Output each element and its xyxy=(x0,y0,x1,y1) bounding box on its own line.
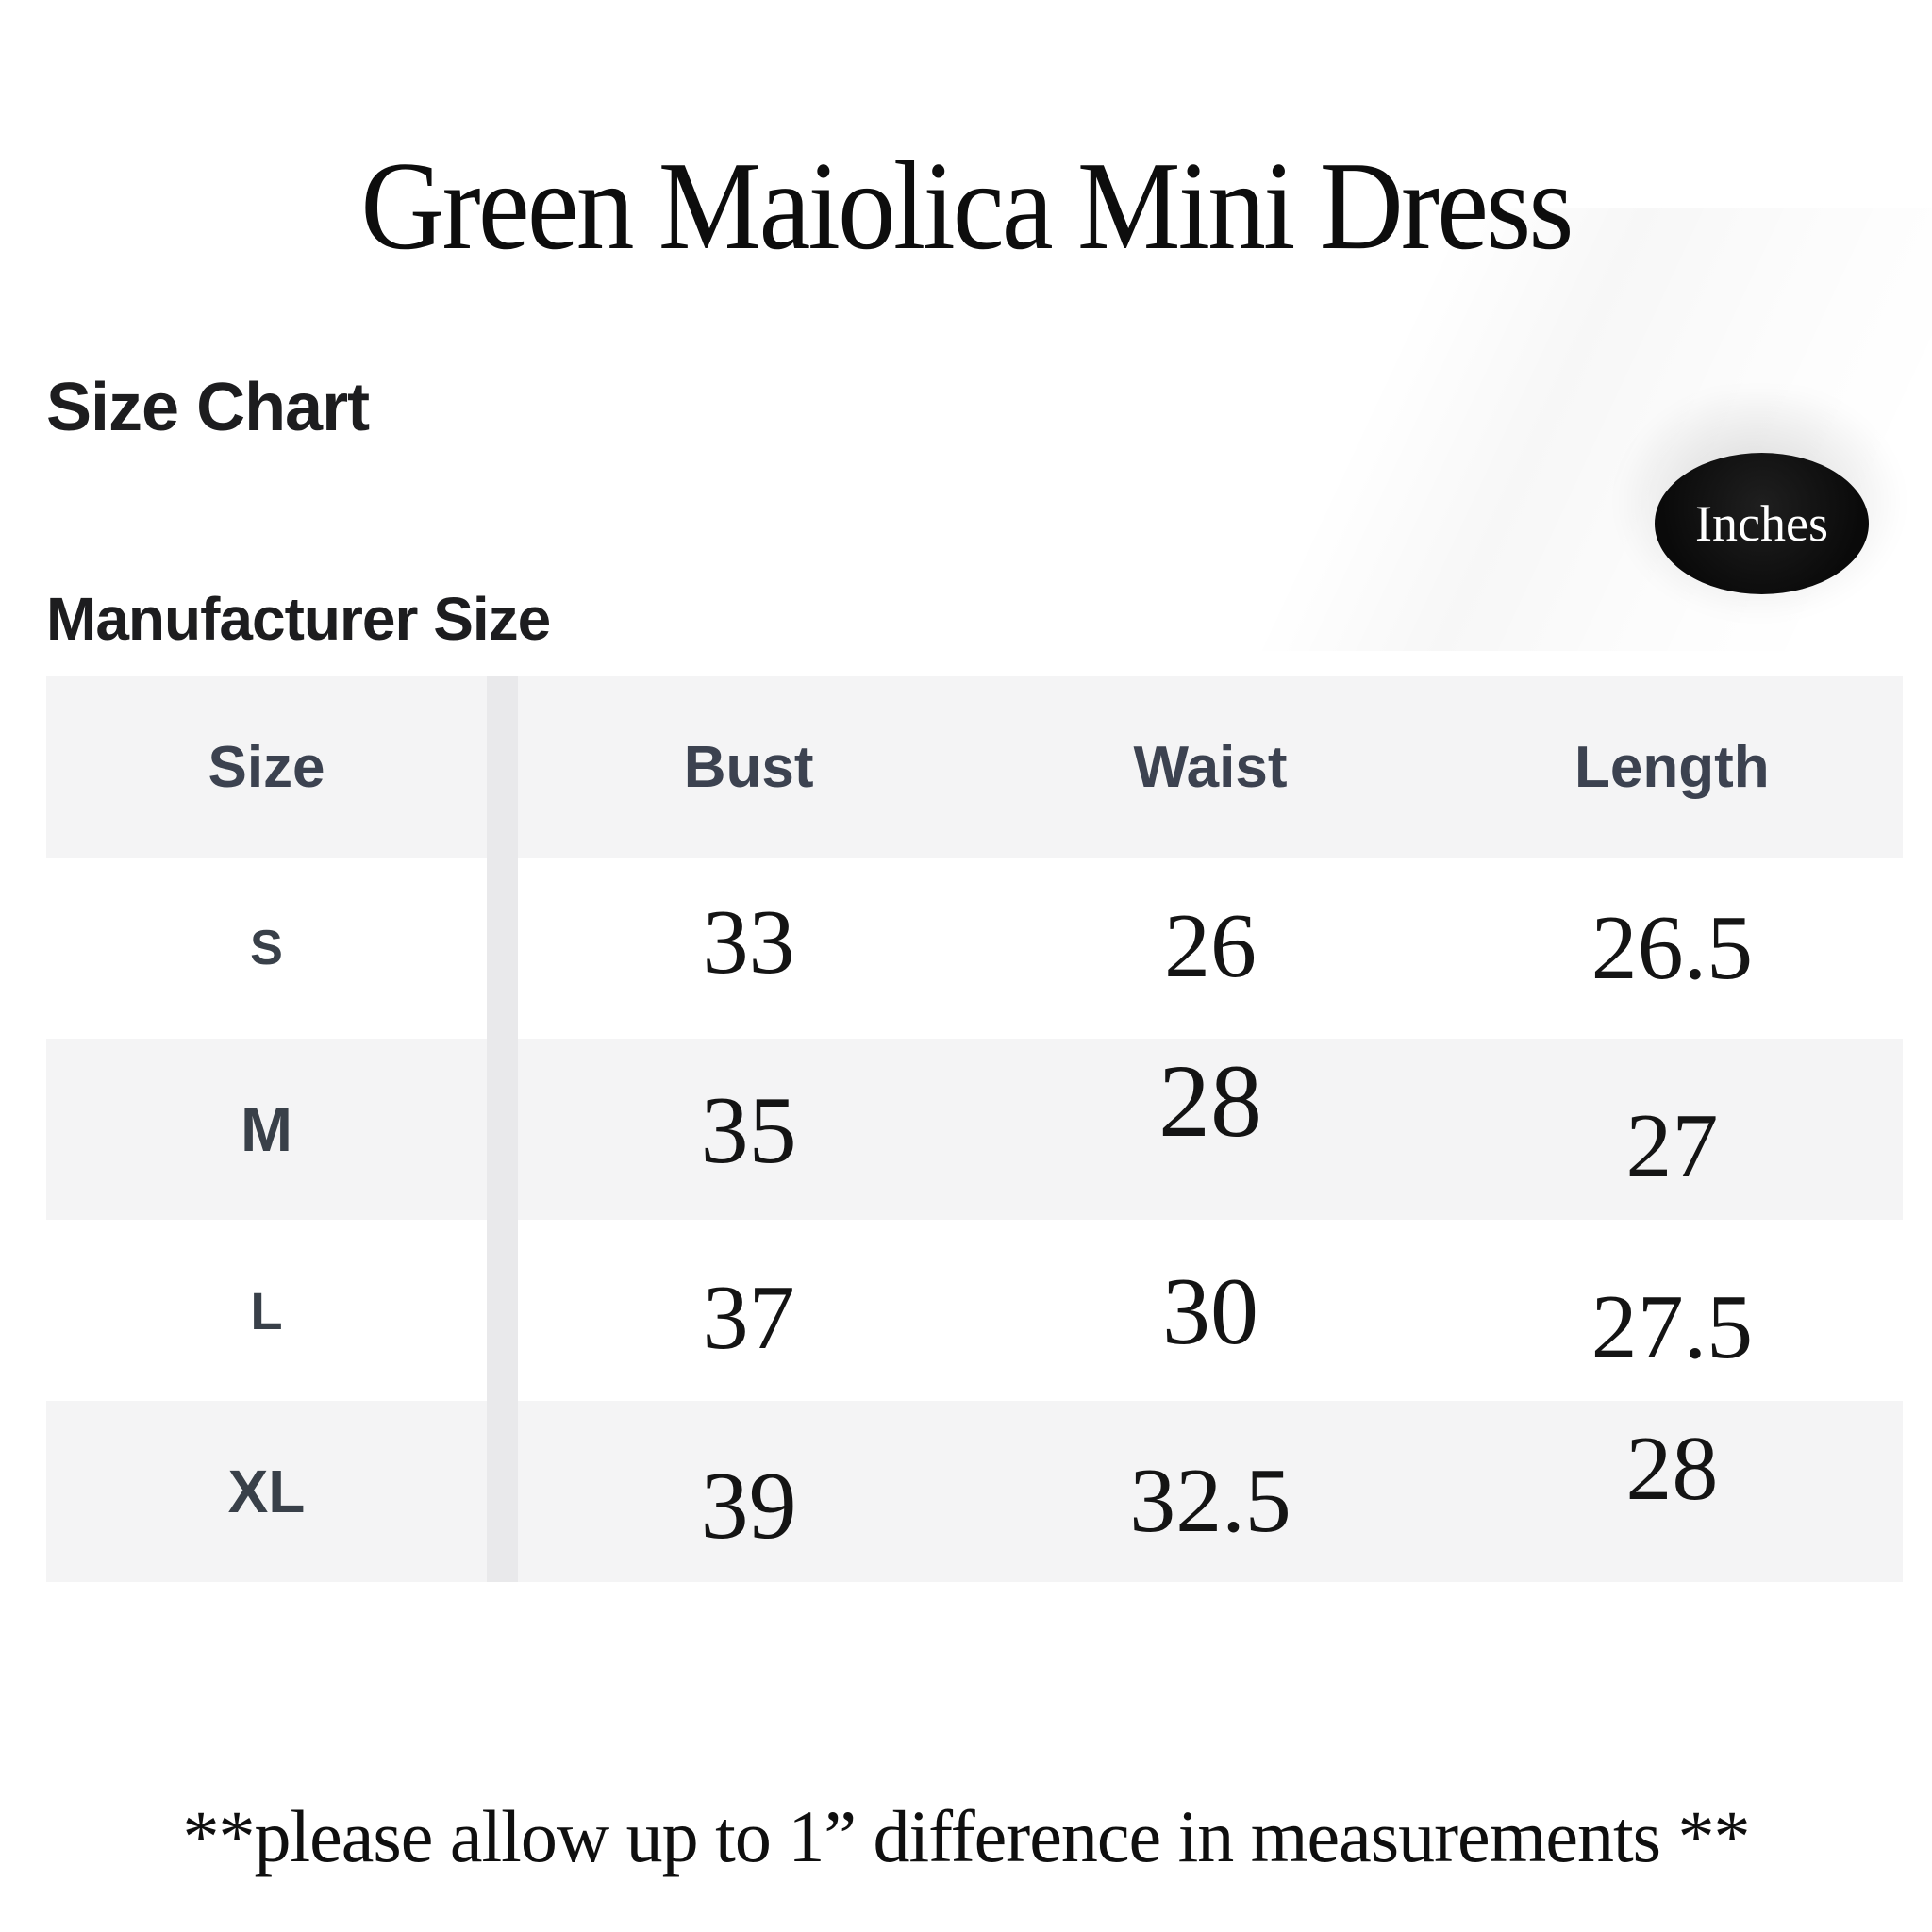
column-divider xyxy=(487,676,518,858)
units-toggle-button[interactable]: Inches xyxy=(1655,453,1869,594)
size-table: Size Bust Waist Length S xyxy=(46,676,1903,1583)
bust-value: 33 xyxy=(702,891,795,993)
length-value: 26.5 xyxy=(1591,897,1754,999)
waist-value: 28 xyxy=(1158,1043,1262,1158)
size-value: XL xyxy=(227,1457,306,1525)
header-cell-waist: Waist xyxy=(979,676,1441,858)
size-value: L xyxy=(250,1280,283,1341)
bust-value: 35 xyxy=(700,1077,797,1184)
length-cell: 27.5 xyxy=(1441,1220,1903,1401)
header-cell-bust: Bust xyxy=(518,676,979,858)
waist-value: 32.5 xyxy=(1129,1450,1291,1552)
column-divider xyxy=(487,1220,518,1401)
table-row-l: L 37 30 27.5 xyxy=(46,1220,1903,1401)
header-cell-size: Size xyxy=(46,676,487,858)
size-cell: XL xyxy=(46,1401,487,1582)
column-header: Waist xyxy=(1133,734,1288,800)
manufacturer-size-label: Manufacturer Size xyxy=(46,585,551,653)
table-row-xl: XL 39 32.5 28 xyxy=(46,1401,1903,1582)
size-cell: S xyxy=(46,858,487,1039)
waist-value: 26 xyxy=(1163,895,1257,997)
waist-value: 30 xyxy=(1161,1258,1258,1365)
column-divider xyxy=(487,1039,518,1220)
product-title: Green Maiolica Mini Dress xyxy=(360,135,1574,275)
table-row-m: M 35 28 27 xyxy=(46,1039,1903,1220)
measurement-disclaimer: **please allow up to 1” difference in me… xyxy=(182,1795,1751,1877)
waist-cell: 32.5 xyxy=(979,1401,1441,1582)
size-cell: L xyxy=(46,1220,487,1401)
bust-cell: 39 xyxy=(518,1401,979,1582)
bust-cell: 35 xyxy=(518,1039,979,1220)
size-chart-heading: Size Chart xyxy=(46,369,370,445)
bust-value: 39 xyxy=(700,1453,797,1559)
column-header: Size xyxy=(208,734,325,800)
waist-cell: 28 xyxy=(979,1039,1441,1220)
bust-cell: 37 xyxy=(518,1220,979,1401)
column-header: Bust xyxy=(683,734,814,800)
table-row-s: S 33 26 26.5 xyxy=(46,858,1903,1039)
length-cell: 28 xyxy=(1441,1401,1903,1582)
waist-cell: 30 xyxy=(979,1220,1441,1401)
length-value: 28 xyxy=(1625,1418,1719,1520)
length-value: 27.5 xyxy=(1591,1276,1754,1378)
header-cell-length: Length xyxy=(1441,676,1903,858)
waist-cell: 26 xyxy=(979,858,1441,1039)
units-toggle-label: Inches xyxy=(1695,495,1828,552)
size-value: M xyxy=(241,1094,292,1164)
length-cell: 27 xyxy=(1441,1039,1903,1220)
bust-value: 37 xyxy=(702,1267,795,1369)
size-cell: M xyxy=(46,1039,487,1220)
bust-cell: 33 xyxy=(518,858,979,1039)
column-header: Length xyxy=(1574,734,1770,800)
table-header-row: Size Bust Waist Length xyxy=(46,676,1903,858)
length-value: 27 xyxy=(1625,1095,1719,1197)
size-value: S xyxy=(250,921,283,975)
column-divider xyxy=(487,858,518,1039)
column-divider xyxy=(487,1401,518,1582)
length-cell: 26.5 xyxy=(1441,858,1903,1039)
